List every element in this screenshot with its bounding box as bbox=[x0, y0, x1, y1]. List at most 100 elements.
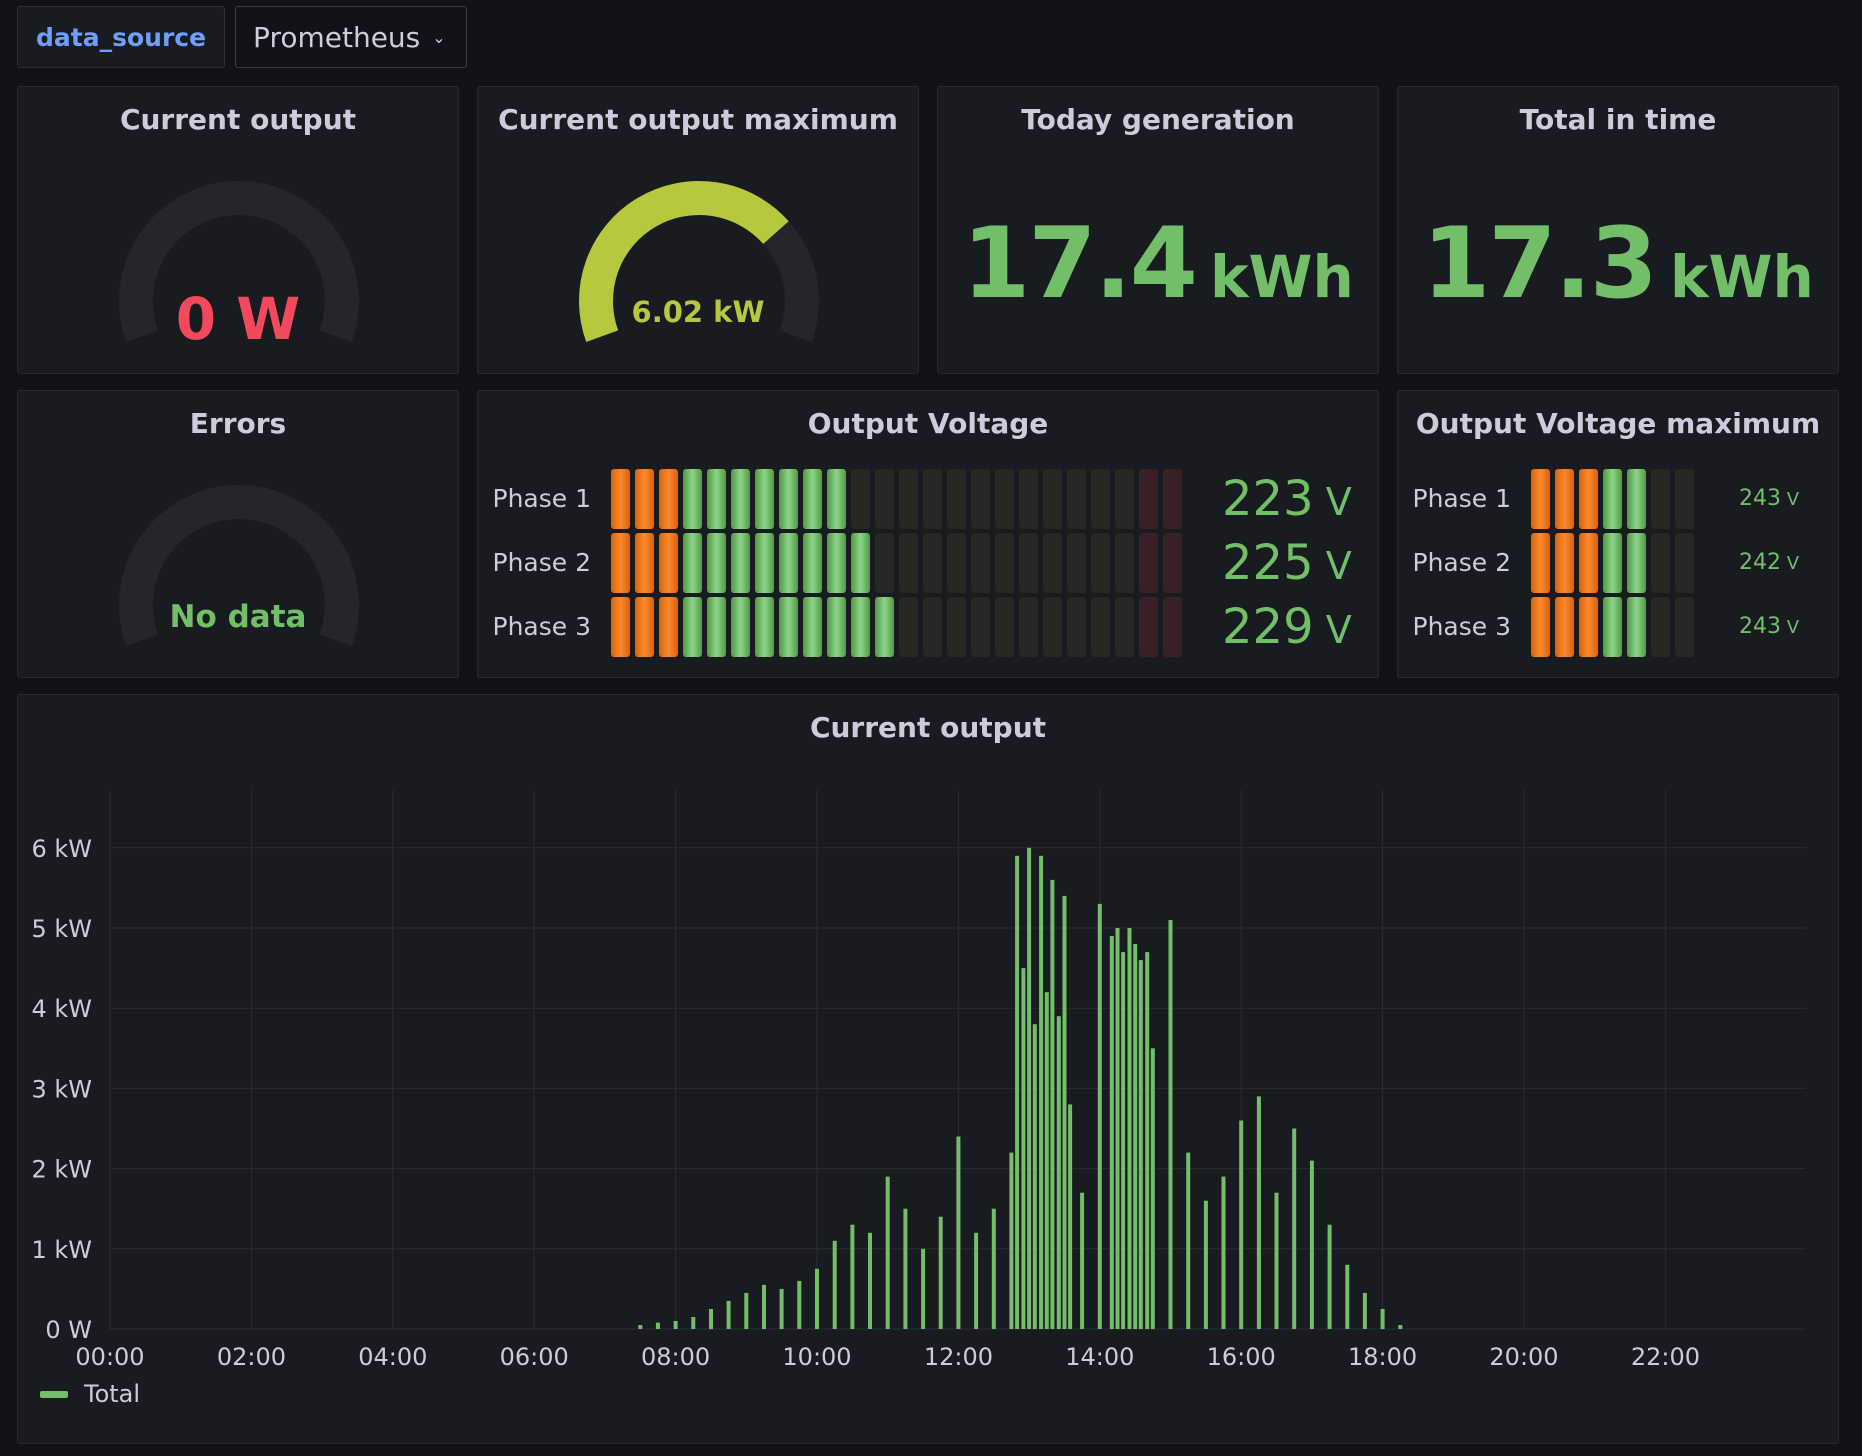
data-bar bbox=[1145, 952, 1150, 1329]
data-bar bbox=[991, 1208, 996, 1329]
x-tick-label: 06:00 bbox=[500, 1343, 569, 1371]
bar-gauge-cell bbox=[803, 597, 822, 657]
data-bar bbox=[1050, 879, 1055, 1329]
bar-gauge-cell bbox=[1651, 533, 1670, 593]
bar-gauge-cell bbox=[827, 533, 846, 593]
bar-gauge-cell bbox=[995, 597, 1014, 657]
bar-gauge-cell bbox=[683, 469, 702, 529]
x-tick-label: 14:00 bbox=[1065, 1343, 1134, 1371]
bar-gauge-cell bbox=[611, 533, 630, 593]
bar-gauge-cell bbox=[779, 533, 798, 593]
bar-gauge-cell bbox=[779, 597, 798, 657]
data-bar bbox=[779, 1288, 784, 1329]
legend-label-total: Total bbox=[84, 1380, 141, 1408]
data-bar bbox=[1062, 895, 1067, 1329]
phase-value-unit: V bbox=[1781, 553, 1800, 574]
bar-gauge-cell bbox=[827, 469, 846, 529]
x-tick-label: 16:00 bbox=[1207, 1343, 1276, 1371]
data-bar bbox=[1186, 1152, 1191, 1329]
phase-label: Phase 1 bbox=[1412, 484, 1512, 513]
bar-gauge-cell bbox=[1115, 597, 1134, 657]
data-bar bbox=[1345, 1264, 1350, 1329]
bar-gauge-cell bbox=[755, 469, 774, 529]
bar-gauge-cell bbox=[947, 533, 966, 593]
bar-gauge-cell bbox=[1603, 469, 1622, 529]
y-tick-label: 6 kW bbox=[31, 835, 92, 863]
panel-current-output-maximum[interactable]: Current output maximum 6.02 kW bbox=[477, 86, 919, 374]
bar-gauge-row: Phase 2 242 V bbox=[1398, 533, 1838, 593]
bar-gauge-cell bbox=[995, 469, 1014, 529]
panel-total-in-time[interactable]: Total in time 17.3 kWh bbox=[1397, 86, 1839, 374]
gauge-value: 6.02 kW bbox=[631, 295, 765, 329]
data-bar bbox=[1115, 928, 1120, 1329]
chevron-down-icon: ⌄ bbox=[432, 27, 446, 47]
bar-gauge-cell bbox=[1091, 533, 1110, 593]
bar-gauge-cell bbox=[1627, 469, 1646, 529]
phase-label: Phase 2 bbox=[492, 548, 592, 577]
data-bar bbox=[921, 1248, 926, 1329]
chart-legend[interactable]: Total bbox=[40, 1380, 140, 1408]
panel-current-output[interactable]: Current output 0 W bbox=[17, 86, 459, 374]
phase-value-number: 243 bbox=[1739, 614, 1781, 639]
data-bar bbox=[1097, 903, 1102, 1329]
data-bar bbox=[832, 1240, 837, 1329]
bar-gauge-cell bbox=[1675, 533, 1694, 593]
datasource-select[interactable]: Prometheus ⌄ bbox=[235, 6, 467, 68]
bar-gauge-cell bbox=[1675, 597, 1694, 657]
bar-gauge-cell bbox=[1555, 597, 1574, 657]
bar-gauge-cell bbox=[1531, 533, 1550, 593]
bar-gauge-cell bbox=[899, 469, 918, 529]
data-bar bbox=[1168, 920, 1173, 1329]
phase-value-number: 223 bbox=[1222, 471, 1314, 527]
data-bar bbox=[1039, 855, 1044, 1329]
bar-gauge-cell bbox=[755, 533, 774, 593]
bar-gauge-cell bbox=[755, 597, 774, 657]
data-bar bbox=[974, 1232, 979, 1329]
bar-gauge-cell bbox=[1067, 469, 1086, 529]
data-bar bbox=[1274, 1192, 1279, 1329]
bar-gauge-cell bbox=[1603, 597, 1622, 657]
bar-gauge-cell bbox=[1019, 597, 1038, 657]
phase-value: 223 V bbox=[1222, 469, 1352, 529]
data-bar bbox=[744, 1292, 749, 1329]
panel-title: Current output maximum bbox=[498, 103, 898, 136]
data-bar bbox=[868, 1232, 872, 1329]
data-bar bbox=[956, 1136, 961, 1329]
phase-value: 229 V bbox=[1222, 597, 1352, 657]
bar-gauge-cell bbox=[659, 469, 678, 529]
data-bar bbox=[1221, 1176, 1226, 1329]
bar-gauge-row: Phase 3 229 V bbox=[478, 597, 1378, 657]
data-bar bbox=[1068, 1104, 1073, 1329]
gauge-current-output bbox=[119, 181, 359, 342]
gauge-current-output-maximum bbox=[579, 181, 819, 342]
phase-label: Phase 1 bbox=[492, 484, 592, 513]
bar-gauge-cell bbox=[683, 533, 702, 593]
panel-current-output-timeseries[interactable]: Current output bbox=[17, 694, 1839, 1444]
phase-value-number: 243 bbox=[1739, 486, 1781, 511]
panel-title: Current output bbox=[119, 103, 357, 136]
stat-number: 17.3 bbox=[1422, 207, 1658, 321]
bar-gauge-cell bbox=[803, 533, 822, 593]
bar-gauge-cell bbox=[779, 469, 798, 529]
data-bar bbox=[815, 1268, 819, 1329]
data-bar bbox=[673, 1321, 678, 1329]
bar-gauge-cell bbox=[1603, 533, 1622, 593]
stat-unit: kWh bbox=[1209, 243, 1354, 311]
bar-gauge-cell bbox=[947, 469, 966, 529]
data-bar bbox=[638, 1325, 643, 1329]
panel-output-voltage-maximum[interactable]: Output Voltage maximum Phase 1 243 V Phase… bbox=[1397, 390, 1839, 678]
x-tick-label: 18:00 bbox=[1348, 1343, 1417, 1371]
x-tick-label: 02:00 bbox=[217, 1343, 286, 1371]
bar-gauge-cell bbox=[899, 533, 918, 593]
data-bar bbox=[1292, 1128, 1297, 1329]
phase-value-unit: V bbox=[1313, 608, 1352, 652]
bar-gauge-cell bbox=[875, 597, 894, 657]
bar-gauge-cell bbox=[899, 597, 918, 657]
bar-gauge-cell bbox=[1579, 533, 1598, 593]
bar-gauge-cell bbox=[1627, 533, 1646, 593]
panel-today-generation[interactable]: Today generation 17.4 kWh bbox=[937, 86, 1379, 374]
panel-errors[interactable]: Errors No data bbox=[17, 390, 459, 678]
bar-gauge-cell bbox=[659, 597, 678, 657]
